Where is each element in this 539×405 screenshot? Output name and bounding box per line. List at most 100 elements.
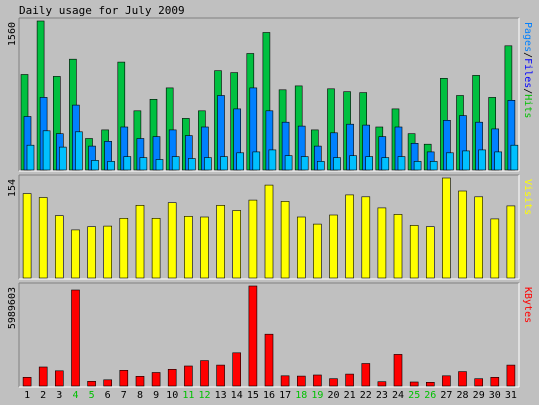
bar-kbytes-day-16 xyxy=(264,333,274,387)
x-tick-label-day-29: 29 xyxy=(473,390,485,401)
panel-visits-legend: Visits xyxy=(522,179,533,215)
x-tick-label-day-14: 14 xyxy=(231,390,243,401)
bar-visits-day-21 xyxy=(345,194,354,279)
panel-hits-max-label: 1560 xyxy=(7,22,18,46)
x-tick-label-day-12: 12 xyxy=(198,390,210,401)
bar-visits-day-9 xyxy=(151,218,161,279)
bar-visits-day-12 xyxy=(200,216,209,279)
bar-pages-day-18 xyxy=(300,156,309,171)
bar-visits-day-24 xyxy=(393,214,403,279)
bar-kbytes-day-23 xyxy=(377,381,387,387)
bar-pages-day-20 xyxy=(333,157,341,171)
x-tick-label-day-26: 26 xyxy=(424,390,436,401)
bar-pages-day-14 xyxy=(236,152,244,171)
bar-pages-day-22 xyxy=(365,156,374,171)
bar-kbytes-day-13 xyxy=(216,364,225,387)
bar-kbytes-day-18 xyxy=(296,375,306,387)
x-tick-label-day-9: 9 xyxy=(153,390,159,401)
bar-kbytes-day-1 xyxy=(22,376,32,387)
bar-visits-day-13 xyxy=(216,205,225,279)
bar-kbytes-day-27 xyxy=(442,375,451,387)
bar-kbytes-day-19 xyxy=(313,374,322,387)
bar-pages-day-29 xyxy=(478,149,486,171)
bar-kbytes-day-3 xyxy=(54,370,64,387)
legend-entry: / xyxy=(522,52,533,58)
bar-pages-day-25 xyxy=(413,161,422,171)
legend-entry: Files xyxy=(522,58,533,88)
panel-kbytes: 5989603 KBytes xyxy=(7,282,533,388)
x-tick-label-day-24: 24 xyxy=(392,390,404,401)
x-tick-label-day-30: 30 xyxy=(489,390,501,401)
bar-kbytes-day-15 xyxy=(248,285,258,387)
bar-pages-day-24 xyxy=(397,156,406,171)
x-tick-label-day-21: 21 xyxy=(344,390,356,401)
bar-pages-day-12 xyxy=(204,157,212,171)
bar-visits-day-10 xyxy=(167,202,177,279)
bar-kbytes-day-28 xyxy=(458,371,467,387)
x-tick-label-day-22: 22 xyxy=(360,390,372,401)
legend-entry: / xyxy=(522,88,533,94)
bar-pages-day-26 xyxy=(429,161,438,171)
bar-kbytes-day-5 xyxy=(87,380,96,387)
x-tick-label-day-1: 1 xyxy=(24,390,30,401)
x-tick-label-day-27: 27 xyxy=(440,390,452,401)
bar-pages-day-30 xyxy=(494,151,503,171)
x-tick-label-day-7: 7 xyxy=(121,390,127,401)
bar-visits-day-4 xyxy=(71,229,80,279)
bar-kbytes-day-22 xyxy=(361,363,371,387)
chart-title: Daily usage for July 2009 xyxy=(19,4,185,17)
bar-visits-day-2 xyxy=(38,197,48,279)
legend-entry: Pages xyxy=(522,22,533,52)
bar-visits-day-18 xyxy=(296,216,306,279)
bar-visits-day-16 xyxy=(264,184,274,279)
bar-visits-day-20 xyxy=(329,214,338,279)
x-tick-label-day-3: 3 xyxy=(56,390,62,401)
bar-kbytes-day-10 xyxy=(167,368,177,387)
bar-kbytes-day-7 xyxy=(119,369,129,387)
bar-visits-day-8 xyxy=(135,205,145,279)
bar-kbytes-day-29 xyxy=(474,378,484,387)
bar-pages-day-2 xyxy=(42,130,51,171)
panel-hits: 1560 Pages/Files/Hits xyxy=(7,17,533,172)
legend-entry: Hits xyxy=(522,94,533,118)
bar-pages-day-15 xyxy=(252,151,261,171)
legend-entry: KBytes xyxy=(522,287,533,323)
bar-visits-day-22 xyxy=(361,196,371,279)
bar-kbytes-day-9 xyxy=(151,372,161,387)
bar-visits-day-14 xyxy=(232,210,241,279)
x-tick-label-day-8: 8 xyxy=(137,390,143,401)
bar-pages-day-3 xyxy=(58,146,67,171)
bar-pages-day-27 xyxy=(446,152,454,171)
panel-kbytes-legend: KBytes xyxy=(522,287,533,323)
bar-kbytes-day-4 xyxy=(71,289,80,387)
bar-pages-day-11 xyxy=(188,158,196,171)
x-tick-label-day-2: 2 xyxy=(40,390,46,401)
x-tick-label-day-20: 20 xyxy=(327,390,339,401)
bar-pages-day-13 xyxy=(220,156,228,171)
bar-pages-day-16 xyxy=(268,149,277,171)
x-tick-label-day-17: 17 xyxy=(279,390,291,401)
bar-kbytes-day-31 xyxy=(506,364,516,387)
bar-kbytes-day-30 xyxy=(490,376,500,387)
bar-pages-day-9 xyxy=(155,159,164,171)
x-tick-label-day-23: 23 xyxy=(376,390,388,401)
bar-kbytes-day-6 xyxy=(103,379,112,387)
x-tick-label-day-15: 15 xyxy=(247,390,259,401)
bar-pages-day-17 xyxy=(284,155,293,171)
bar-kbytes-day-25 xyxy=(409,381,419,387)
panel-kbytes-max-label: 5989603 xyxy=(7,287,18,329)
x-tick-label-day-28: 28 xyxy=(456,390,468,401)
bar-pages-day-10 xyxy=(171,156,180,171)
bar-visits-day-5 xyxy=(87,226,96,279)
x-tick-label-day-18: 18 xyxy=(295,390,307,401)
bar-kbytes-day-24 xyxy=(393,354,403,387)
bar-kbytes-day-8 xyxy=(135,375,145,387)
bar-kbytes-day-2 xyxy=(38,366,48,387)
bar-pages-day-8 xyxy=(139,157,148,171)
bar-pages-day-23 xyxy=(381,157,390,171)
bar-kbytes-day-17 xyxy=(280,375,290,387)
bar-visits-day-29 xyxy=(474,196,484,279)
legend-entry: Visits xyxy=(522,179,533,215)
